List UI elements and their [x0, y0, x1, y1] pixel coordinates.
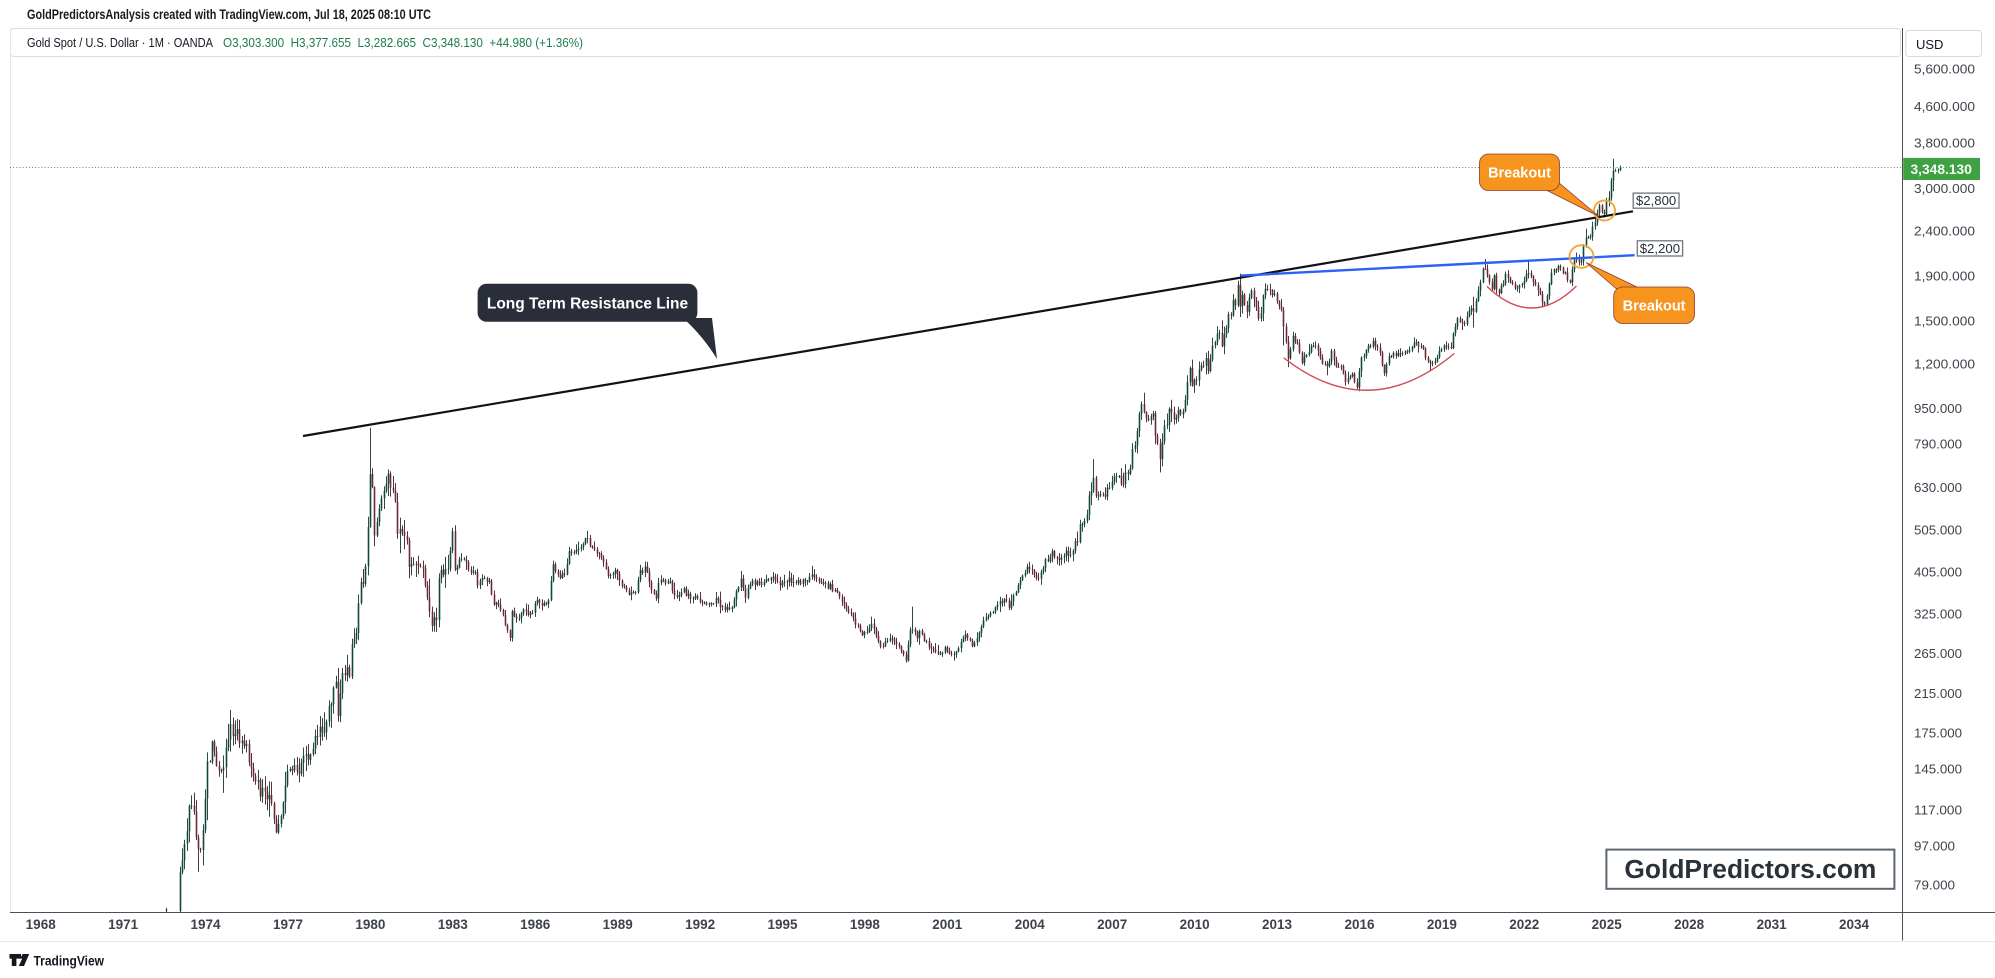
svg-text:145.000: 145.000 — [1914, 761, 1962, 776]
svg-text:$2,800: $2,800 — [1636, 193, 1676, 208]
svg-text:2016: 2016 — [1344, 917, 1375, 932]
svg-text:Breakout: Breakout — [1488, 166, 1551, 182]
svg-text:2028: 2028 — [1674, 917, 1705, 932]
svg-text:5,600.000: 5,600.000 — [1914, 61, 1975, 76]
svg-text:950.000: 950.000 — [1914, 401, 1962, 416]
svg-text:TradingView: TradingView — [34, 954, 105, 969]
svg-text:$2,200: $2,200 — [1640, 241, 1680, 256]
svg-text:1992: 1992 — [685, 917, 715, 932]
svg-text:1971: 1971 — [108, 917, 139, 932]
svg-text:117.000: 117.000 — [1914, 802, 1962, 817]
svg-text:Breakout: Breakout — [1623, 299, 1686, 315]
svg-text:790.000: 790.000 — [1914, 437, 1962, 452]
svg-text:79.000: 79.000 — [1914, 878, 1955, 893]
svg-text:2,400.000: 2,400.000 — [1914, 224, 1975, 239]
svg-text:1968: 1968 — [26, 917, 57, 932]
svg-text:1,200.000: 1,200.000 — [1914, 357, 1975, 372]
svg-text:2001: 2001 — [932, 917, 963, 932]
svg-text:GoldPredictorsAnalysis created: GoldPredictorsAnalysis created with Trad… — [27, 7, 431, 22]
svg-text:2031: 2031 — [1757, 917, 1788, 932]
svg-text:405.000: 405.000 — [1914, 565, 1962, 580]
svg-text:3,000.000: 3,000.000 — [1914, 181, 1975, 196]
svg-text:215.000: 215.000 — [1914, 686, 1962, 701]
svg-text:1,900.000: 1,900.000 — [1914, 268, 1975, 283]
svg-text:1989: 1989 — [603, 917, 633, 932]
svg-text:1995: 1995 — [767, 917, 798, 932]
svg-text:175.000: 175.000 — [1914, 725, 1962, 740]
svg-text:2025: 2025 — [1592, 917, 1623, 932]
svg-text:USD: USD — [1916, 37, 1943, 52]
svg-text:O3,303.300 H3,377.655 L3,282: O3,303.300 H3,377.655 L3,282.665 C3,348.… — [223, 35, 583, 50]
svg-text:2034: 2034 — [1839, 917, 1870, 932]
svg-text:1974: 1974 — [190, 917, 221, 932]
svg-text:Long Term Resistance Line: Long Term Resistance Line — [487, 296, 689, 313]
svg-text:97.000: 97.000 — [1914, 838, 1955, 853]
svg-text:GoldPredictors.com: GoldPredictors.com — [1624, 856, 1876, 884]
svg-text:2004: 2004 — [1015, 917, 1046, 932]
svg-text:1986: 1986 — [520, 917, 551, 932]
svg-text:2007: 2007 — [1097, 917, 1127, 932]
svg-text:2019: 2019 — [1427, 917, 1457, 932]
svg-text:325.000: 325.000 — [1914, 607, 1962, 622]
svg-text:2010: 2010 — [1180, 917, 1210, 932]
svg-text:2022: 2022 — [1509, 917, 1539, 932]
svg-text:Gold Spot / U.S. Dollar · 1M ·: Gold Spot / U.S. Dollar · 1M · OANDA — [27, 35, 213, 50]
svg-text:1998: 1998 — [850, 917, 881, 932]
svg-text:1977: 1977 — [273, 917, 303, 932]
svg-text:1983: 1983 — [438, 917, 469, 932]
svg-text:1980: 1980 — [355, 917, 385, 932]
svg-text:3,800.000: 3,800.000 — [1914, 136, 1975, 151]
svg-text:3,348.130: 3,348.130 — [1911, 162, 1973, 177]
svg-text:4,600.000: 4,600.000 — [1914, 99, 1975, 114]
svg-text:2013: 2013 — [1262, 917, 1293, 932]
svg-text:505.000: 505.000 — [1914, 522, 1962, 537]
svg-text:265.000: 265.000 — [1914, 646, 1962, 661]
svg-text:1,500.000: 1,500.000 — [1914, 314, 1975, 329]
svg-text:630.000: 630.000 — [1914, 480, 1962, 495]
